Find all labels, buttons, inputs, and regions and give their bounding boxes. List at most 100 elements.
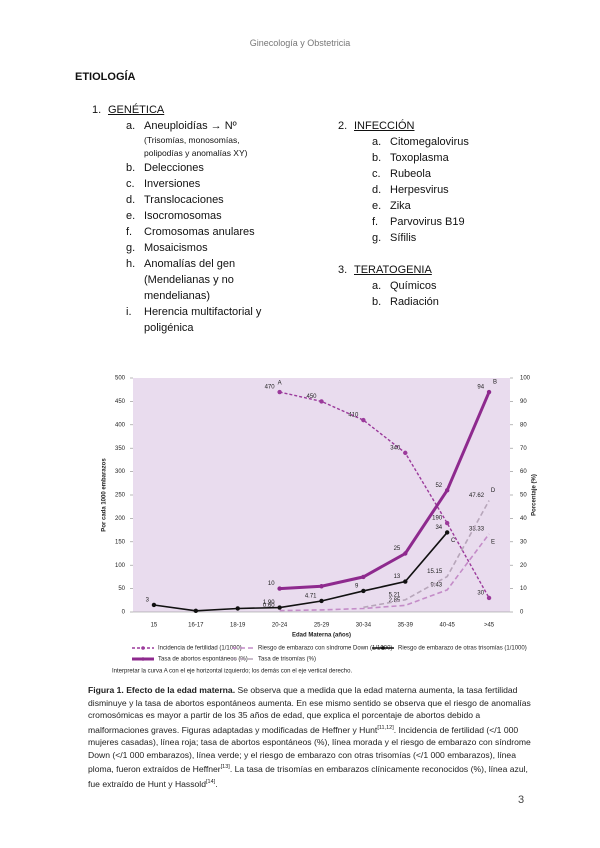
y-tick-label: 500 — [115, 376, 126, 382]
series-line — [279, 391, 491, 591]
legend-marker — [141, 646, 145, 650]
data-label: 9 — [355, 584, 359, 590]
data-point — [193, 608, 199, 614]
data-label: 9.43 — [430, 583, 442, 589]
x-tick-label: 18-19 — [230, 623, 246, 629]
section-name: GENÉTICA — [108, 104, 165, 116]
data-label: 10 — [268, 581, 275, 587]
x-tick-label: 35-39 — [398, 623, 414, 629]
legend-label: Tasa de abortos espontáneos (%) — [158, 657, 248, 663]
section-name: INFECCIÓN — [354, 120, 415, 132]
data-point — [403, 551, 408, 556]
item-text: Citomegalovirus — [390, 134, 525, 150]
item-label: Sífilis — [390, 232, 417, 244]
item-note: (Trisomías, monosomías, polipodías y ano… — [144, 135, 248, 158]
chart: 0501001502002503003504004505000102030405… — [102, 376, 538, 675]
running-header: Ginecología y Obstetricia — [249, 38, 351, 48]
section-name: TERATOGENIA — [354, 264, 432, 276]
item-label: Delecciones — [144, 162, 204, 174]
legend-label: Incidencia de fertilidad (1/1000) — [158, 646, 242, 652]
x-tick-label: 40-45 — [439, 623, 455, 629]
y2-tick-label: 40 — [520, 516, 527, 522]
data-point — [486, 389, 492, 395]
x-tick-label: 20-24 — [272, 623, 288, 629]
y-tick-label: 450 — [115, 399, 126, 405]
curve-letter: D — [491, 488, 496, 494]
x-tick-label: >45 — [484, 623, 495, 629]
item-label: Herpesvirus — [390, 184, 449, 196]
y2-tick-label: 90 — [520, 399, 527, 405]
item-text: Rubeola — [390, 166, 525, 182]
list-item: d. Translocaciones — [126, 192, 279, 208]
list-item: b. Radiación — [372, 294, 525, 310]
data-label: 25 — [394, 546, 401, 552]
x-tick-label: 15 — [151, 623, 158, 629]
list-item: h. Anomalías del gen (Mendelianas y no me… — [126, 256, 279, 304]
data-label: 15.15 — [427, 569, 443, 575]
list-item: c. Rubeola — [372, 166, 525, 182]
data-label: 3 — [146, 598, 150, 604]
list-item: a. Citomegalovirus — [372, 134, 525, 150]
data-label: 94 — [477, 385, 484, 391]
data-point — [277, 605, 282, 610]
item-label: Rubeola — [390, 168, 431, 180]
curve-letter: A — [278, 381, 282, 387]
y2-axis-title: Porcentaje (%) — [532, 474, 538, 516]
caption-text: . Incidencia de fertilidad (</1 000 muje… — [88, 724, 531, 775]
data-label: 340 — [390, 445, 401, 451]
y2-tick-label: 70 — [520, 446, 527, 452]
list-item: f. Cromosomas anulares — [126, 224, 279, 240]
series-line — [153, 531, 448, 612]
item-letter: a. — [126, 120, 136, 132]
y-tick-label: 400 — [115, 422, 126, 428]
list-item: f. Parvovirus B19 — [372, 214, 525, 230]
y-tick-label: 0 — [122, 610, 126, 616]
item-letter: c. — [372, 168, 381, 180]
y2-tick-label: 10 — [520, 586, 527, 592]
section-title: 1. GENÉTICA — [92, 102, 279, 118]
item-letter: c. — [126, 178, 135, 190]
data-label: 47.62 — [469, 493, 485, 499]
legend-label: Riesgo de embarazo de otras trisomías (1… — [398, 646, 527, 652]
data-label: 52 — [435, 483, 442, 489]
legend-marker — [381, 646, 385, 650]
list-item: b. Toxoplasma — [372, 150, 525, 166]
heading: ETIOLOGÍA — [75, 71, 136, 83]
data-point — [235, 606, 240, 611]
y2-tick-label: 50 — [520, 493, 527, 499]
item-letter: a. — [372, 136, 382, 148]
list: a. Aneuploidías → Nº (Trisomías, monosomía… — [126, 118, 279, 336]
x-tick-label: 16-17 — [188, 623, 204, 629]
section-number: 2. — [338, 120, 348, 132]
data-point — [403, 579, 408, 584]
item-text: Herencia multifactorial y poligénica — [144, 304, 279, 336]
data-label: 410 — [348, 413, 359, 419]
data-label: 4.71 — [305, 594, 317, 600]
item-text: Sífilis — [390, 230, 525, 246]
y-axis-title: Por cada 1000 embarazos — [102, 458, 108, 532]
caption-label: Figura 1. Efecto de la edad materna. — [88, 685, 236, 695]
data-point — [319, 584, 324, 589]
caption-text: Se observa que a medida que la edad mate… — [88, 685, 531, 735]
item-label: Anomalías del gen (Mendelianas y no mend… — [144, 258, 236, 302]
data-label: 33.33 — [469, 527, 485, 533]
item-letter: g. — [126, 242, 136, 254]
y-tick-label: 250 — [115, 493, 126, 499]
data-point — [361, 588, 366, 594]
x-tick-label: 25-29 — [314, 623, 330, 629]
y2-tick-label: 20 — [520, 563, 527, 569]
data-label: 470 — [265, 385, 276, 391]
series-line — [363, 500, 490, 609]
item-label: Citomegalovirus — [390, 136, 469, 148]
item-label: Aneuploidías → Nº — [144, 120, 237, 132]
list: a. Citomegalovirus b. Toxoplasma c. Rubeola d.… — [372, 134, 525, 246]
y-tick-label: 150 — [115, 539, 126, 545]
item-letter: g. — [372, 232, 382, 244]
item-letter: h. — [126, 258, 136, 270]
item-text: Anomalías del gen (Mendelianas y no mend… — [144, 256, 279, 304]
data-point — [444, 520, 450, 526]
item-letter: e. — [126, 210, 136, 222]
list-item: b. Delecciones — [126, 160, 279, 176]
data-label: 34 — [435, 525, 442, 531]
